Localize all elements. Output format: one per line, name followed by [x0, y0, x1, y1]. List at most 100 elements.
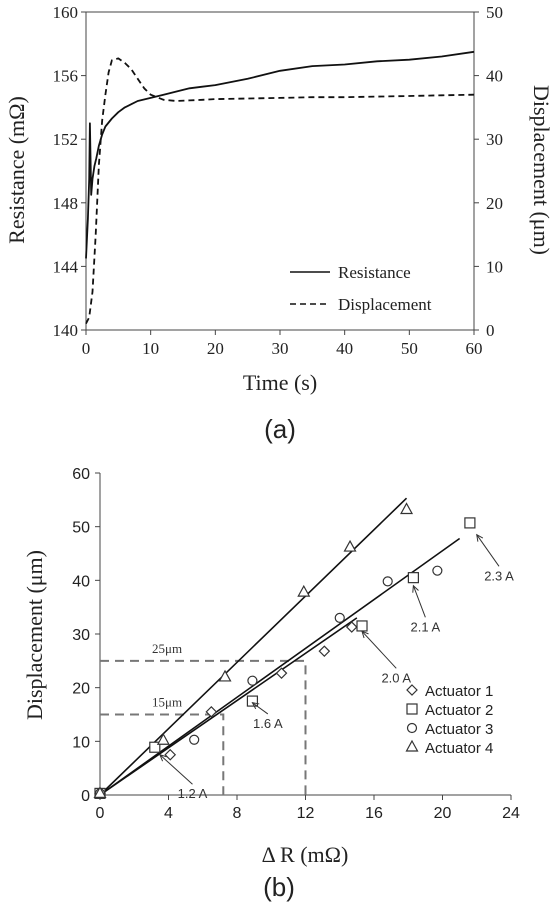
chart-b-points [93, 502, 476, 800]
chart-b-xtick-label: 20 [434, 805, 452, 822]
fit-line [99, 497, 408, 796]
chart-b-xtick-label: 4 [164, 805, 173, 822]
chart-a-ytick-label: 156 [53, 67, 79, 86]
data-point-diamond [318, 645, 331, 658]
chart-b-xtick-label: 8 [233, 805, 242, 822]
chart-b-ticks: 0 4 8 12 16 20 24 0 10 20 30 40 50 60 [72, 466, 520, 822]
chart-b-ytick-label: 0 [81, 788, 90, 805]
chart-a-series [85, 50, 475, 325]
data-point-triangle [218, 669, 232, 682]
chart-a-y2label: Displacement (μm) [529, 85, 550, 255]
chart-b-reference-lines: 25μm 15μm [100, 641, 307, 795]
data-point-square [246, 695, 259, 707]
annotation-label: 2.1 A [411, 619, 441, 634]
chart-b-xtick-label: 12 [297, 805, 315, 822]
annotation-arrow [361, 630, 397, 669]
legend-resistance-label: Resistance [338, 263, 411, 282]
chart-a-ytick-label: 160 [53, 3, 79, 22]
chart-a-y2tick-label: 0 [486, 321, 495, 340]
legend-label: Actuator 2 [425, 702, 493, 719]
chart-a-ytick-label: 148 [53, 194, 79, 213]
chart-b-xtick-label: 24 [502, 805, 520, 822]
chart-b-ytick-label: 10 [72, 734, 90, 751]
chart-b-xlabel: Δ R (mΩ) [262, 842, 349, 867]
legend-marker-square [406, 703, 418, 715]
legend-marker-triangle [405, 739, 419, 752]
data-point-circle [189, 734, 200, 745]
reference-line [100, 713, 225, 795]
data-point-diamond [275, 667, 288, 680]
chart-a-xtick-label: 30 [272, 339, 289, 358]
annotation-arrow [159, 754, 193, 785]
annotation-arrowhead [412, 584, 419, 593]
data-point-circle [247, 675, 258, 686]
annotation-label: 1.6 A [253, 716, 283, 731]
chart-b-ytick-label: 60 [72, 466, 90, 483]
chart-b-ylabel: Displacement (μm) [22, 550, 47, 720]
data-point-diamond [164, 748, 177, 761]
chart-a-ticks: 0 10 20 30 40 50 60 140 144 148 152 156 160 0 10 20 30 40… [53, 3, 504, 358]
data-point-diamond [345, 621, 358, 633]
data-point-triangle [343, 539, 357, 552]
chart-b-ytick-label: 40 [72, 573, 90, 590]
legend-label: Actuator 4 [425, 740, 493, 757]
data-point-square [149, 741, 161, 753]
chart-a-series-displacement [85, 57, 475, 325]
fit-line [99, 617, 358, 796]
reference-line [100, 659, 307, 795]
reference-line-label: 25μm [152, 641, 182, 656]
data-point-square [356, 620, 368, 632]
chart-a-xtick-label: 50 [401, 339, 418, 358]
annotation-arrowhead [361, 630, 369, 639]
annotation-arrowhead [476, 533, 484, 542]
chart-b-xtick-label: 0 [96, 805, 105, 822]
data-point-circle [334, 612, 345, 624]
data-point-circle [432, 565, 443, 576]
annotation-label: 2.3 A [484, 568, 514, 583]
chart-a-y2tick-label: 40 [486, 67, 503, 86]
annotation-arrow [252, 702, 269, 715]
chart-b-ytick-label: 30 [72, 627, 90, 644]
legend-marker-circle [406, 722, 418, 734]
annotation-label: 2.0 A [381, 670, 411, 685]
chart-b-ytick-label: 20 [72, 681, 90, 698]
legend-displacement-label: Displacement [338, 295, 432, 314]
annotation-label: 1.2 A [178, 786, 208, 801]
annotation-arrowhead [251, 702, 260, 710]
data-point-circle [382, 576, 393, 587]
chart-b-annotations: 1.2 A 1.6 A 2.0 A 2.1 A 2.3 A [159, 533, 514, 801]
data-point-triangle [400, 502, 414, 515]
annotation-arrow [412, 585, 426, 618]
chart-a-y2tick-label: 30 [486, 130, 503, 149]
chart-b-ytick-label: 50 [72, 520, 90, 537]
chart-a-xtick-label: 40 [336, 339, 353, 358]
annotation-arrowhead [159, 753, 167, 762]
chart-b-legend: Actuator 1 Actuator 2 Actuator 3 Actuator 4 [405, 683, 493, 757]
chart-a-xlabel: Time (s) [243, 370, 317, 395]
chart-b-xtick-label: 16 [365, 805, 383, 822]
chart-a-y2tick-label: 10 [486, 257, 503, 276]
chart-a-y2tick-label: 50 [486, 3, 503, 22]
legend-marker-diamond [406, 684, 418, 696]
chart-a-panel-label: (a) [264, 414, 296, 444]
chart-a-ylabel: Resistance (mΩ) [4, 96, 29, 244]
data-point-diamond [205, 705, 218, 718]
chart-a: 0 10 20 30 40 50 60 140 144 148 152 156 160 0 10 20 30 40… [4, 3, 550, 444]
fit-line [99, 537, 461, 796]
data-point-triangle [297, 584, 311, 597]
data-point-square [407, 572, 419, 584]
chart-a-ytick-label: 144 [53, 257, 79, 276]
chart-a-legend: Resistance Displacement [290, 263, 432, 314]
annotation-arrow [476, 534, 500, 567]
chart-b-panel-label: (b) [263, 872, 295, 902]
chart-a-xtick-label: 60 [466, 339, 483, 358]
chart-a-ytick-label: 140 [53, 321, 79, 340]
data-point-square [464, 517, 476, 529]
legend-label: Actuator 1 [425, 683, 493, 700]
legend-label: Actuator 3 [425, 721, 493, 738]
chart-a-y2tick-label: 20 [486, 194, 503, 213]
chart-a-xtick-label: 20 [207, 339, 224, 358]
chart-a-ytick-label: 152 [53, 130, 79, 149]
